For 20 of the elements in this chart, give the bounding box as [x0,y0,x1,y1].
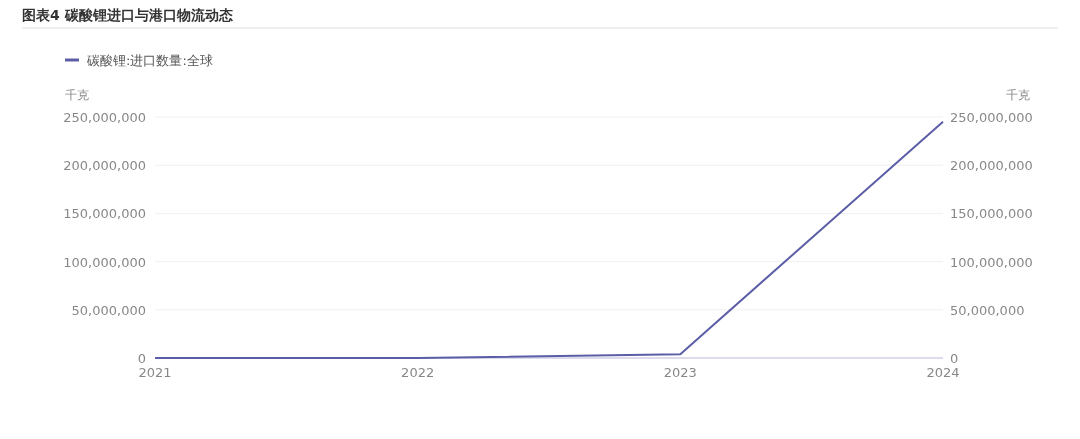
legend-label: 碳酸锂:进口数量:全球 [86,53,213,68]
y2-tick-label: 100,000,000 [950,254,1033,270]
y2-axis-title: 千克 [1006,88,1030,102]
y2-tick-label: 0 [950,351,959,366]
y-tick-label: 250,000,000 [63,110,146,125]
chart-title: 图表4 碳酸锂进口与港口物流动态 [22,7,233,23]
y2-tick-label: 150,000,000 [950,206,1033,222]
y-tick-label: 200,000,000 [63,158,146,174]
y-axis-title: 千克 [65,88,89,102]
y-tick-label: 100,000,000 [63,254,146,270]
x-tick-label: 2024 [926,365,960,380]
x-tick-label: 2023 [663,365,697,380]
y2-tick-label: 250,000,000 [950,110,1033,125]
y-tick-label: 150,000,000 [63,206,146,222]
y2-tick-label: 50,000,000 [950,302,1025,318]
x-tick-label: 2022 [401,365,435,380]
y-tick-label: 0 [137,351,146,366]
y2-tick-label: 200,000,000 [950,158,1033,174]
x-tick-label: 2021 [138,365,172,380]
y-tick-label: 50,000,000 [71,302,146,318]
